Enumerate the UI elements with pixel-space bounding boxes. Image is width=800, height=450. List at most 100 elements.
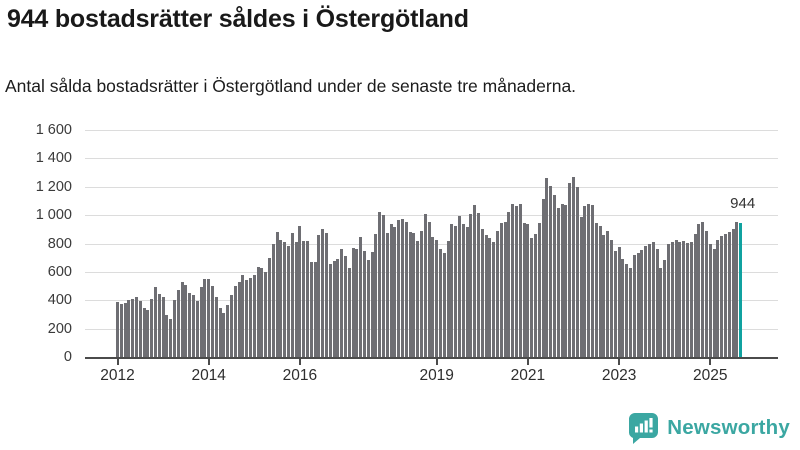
gridline xyxy=(85,158,778,160)
bar xyxy=(477,212,480,357)
bar xyxy=(351,248,355,357)
bar xyxy=(313,261,317,357)
bar xyxy=(176,290,180,357)
bar xyxy=(309,261,313,357)
bar xyxy=(142,308,146,357)
bar xyxy=(211,285,214,357)
x-axis-tick-label: 2023 xyxy=(601,367,637,384)
bar xyxy=(488,238,492,357)
bar xyxy=(397,219,401,357)
bar xyxy=(575,187,579,357)
bar xyxy=(252,275,256,357)
bar xyxy=(712,249,716,357)
bar xyxy=(420,230,423,357)
bar xyxy=(705,230,708,357)
bar xyxy=(169,319,173,357)
bar xyxy=(621,258,625,357)
y-axis-tick-label: 1 400 xyxy=(35,150,72,167)
page-title: 944 bostadsrätter såldes i Östergötland xyxy=(7,5,469,33)
bar xyxy=(325,233,328,357)
bar xyxy=(271,243,275,357)
bar xyxy=(393,227,397,357)
bar xyxy=(332,261,336,357)
bar xyxy=(340,248,344,357)
bar xyxy=(458,215,461,357)
bar xyxy=(572,177,575,357)
bar xyxy=(492,242,496,357)
y-axis-tick-label: 1 600 xyxy=(35,122,72,138)
bar xyxy=(404,221,408,357)
bar xyxy=(412,233,416,357)
y-axis-tick-label: 800 xyxy=(47,235,72,252)
bar xyxy=(545,178,549,357)
bar xyxy=(195,300,199,357)
bar xyxy=(427,222,431,357)
bar xyxy=(731,228,735,357)
bar xyxy=(416,240,420,357)
bar xyxy=(355,249,359,357)
bar xyxy=(230,294,233,357)
bar xyxy=(207,278,211,357)
x-axis-tick xyxy=(116,359,119,365)
bar xyxy=(484,235,488,357)
bar xyxy=(184,284,188,357)
bar xyxy=(450,224,454,357)
bar xyxy=(534,234,537,357)
x-axis-tick xyxy=(435,359,438,365)
bar xyxy=(127,300,131,357)
bar xyxy=(583,206,587,357)
bar xyxy=(560,204,564,357)
bar xyxy=(203,278,207,357)
bar xyxy=(511,203,515,357)
y-axis-tick-label: 1 000 xyxy=(35,207,72,224)
bar xyxy=(173,299,176,357)
bar xyxy=(431,237,435,357)
bar xyxy=(663,260,667,357)
bar xyxy=(161,297,165,357)
bar xyxy=(693,234,697,357)
bar xyxy=(640,250,644,357)
bar xyxy=(146,310,150,357)
bar xyxy=(515,206,518,357)
bar xyxy=(667,243,670,357)
bar xyxy=(568,183,572,357)
bar xyxy=(651,242,655,357)
bar xyxy=(724,234,727,357)
bar xyxy=(735,221,739,357)
bar xyxy=(659,268,663,357)
bar xyxy=(321,229,325,357)
bar xyxy=(290,233,294,357)
bar xyxy=(363,251,366,357)
bar xyxy=(686,242,689,357)
bar xyxy=(237,282,241,357)
bar xyxy=(526,224,530,357)
y-axis-tick-label: 200 xyxy=(47,320,72,337)
bar xyxy=(606,230,610,357)
bar xyxy=(701,221,705,357)
x-axis-tick-label: 2014 xyxy=(191,367,226,384)
x-axis-tick xyxy=(207,359,210,365)
x-axis-tick xyxy=(526,359,529,365)
bar xyxy=(670,241,674,357)
bar xyxy=(423,214,427,357)
bar xyxy=(632,255,636,357)
bar xyxy=(298,225,302,357)
bar xyxy=(260,267,264,357)
gridline xyxy=(85,186,778,188)
bar xyxy=(518,204,522,357)
bar xyxy=(613,251,617,357)
highlight-bar xyxy=(739,223,743,357)
bar xyxy=(138,300,142,357)
bar xyxy=(233,285,237,357)
bar xyxy=(344,256,347,357)
gridline xyxy=(85,130,778,131)
bar xyxy=(188,293,192,357)
bar xyxy=(727,232,731,357)
bar xyxy=(480,229,484,357)
bar xyxy=(644,245,648,357)
bar xyxy=(496,230,499,357)
x-axis-tick-label: 2025 xyxy=(693,367,728,384)
bar xyxy=(617,247,621,357)
bar xyxy=(382,215,385,357)
bar xyxy=(287,246,290,357)
